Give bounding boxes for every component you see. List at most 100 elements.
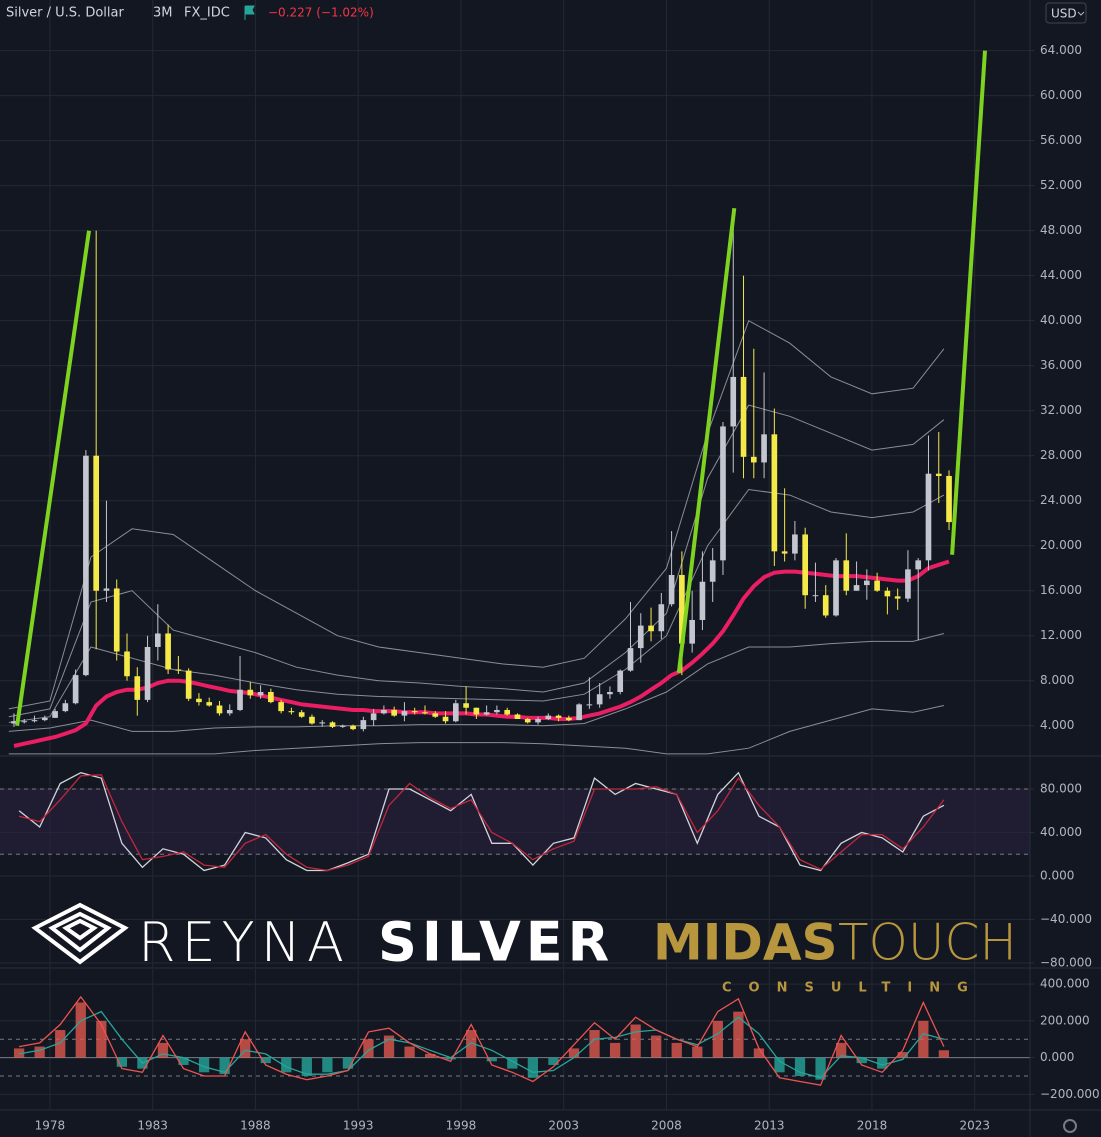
histogram-bar [13,1048,25,1058]
y-tick-label: 64.000 [1040,43,1082,57]
candle-body [504,709,511,715]
candle-body [915,560,922,570]
histogram-bar [836,1042,847,1058]
candle-body [124,651,130,677]
candle-body [709,560,716,582]
y-tick-label: −200.000 [1040,1087,1100,1101]
histogram-bar [651,1035,662,1058]
x-tick-label: 2018 [857,1119,888,1133]
y-tick-label: 20.000 [1040,538,1082,552]
histogram-bar [548,1057,559,1065]
x-grid [49,0,976,1110]
x-tick-label: 2013 [754,1119,785,1133]
logo-touch: TOUCH [838,914,1017,972]
candle-body [740,376,747,457]
candle-body [514,714,521,719]
histogram-bar [75,1002,86,1058]
histogram-bar [877,1057,888,1069]
candle-body [699,581,706,620]
candle-body [432,713,439,717]
histogram-bar [322,1057,333,1073]
candle-body [668,574,675,605]
logo-silver: SILVER [378,911,614,974]
candle-body [822,595,829,616]
histogram-bar [260,1057,271,1064]
level-band [0,788,1030,855]
reyna-emblem [31,902,129,965]
histogram-bar [753,1048,765,1058]
moving-average [13,559,950,748]
candle-body [21,721,28,723]
candle-body [946,475,952,523]
candle-body [730,376,737,427]
band-line [8,705,945,755]
candle-body [113,588,120,652]
band-line [8,319,945,710]
histogram-bar [240,1039,251,1058]
candle-body [596,694,603,705]
candle-body [216,705,223,714]
candle-body [278,702,284,712]
candle-body [155,633,161,647]
histogram-bar [671,1042,682,1058]
logo-tagline: CONSULTING [722,981,985,996]
candle-body [771,434,778,552]
histogram-bar [55,1030,66,1058]
oscillator-line [18,771,945,872]
histogram-bar [34,1046,45,1058]
histogram-bar [445,1057,456,1060]
candle-body [761,434,767,463]
candle-body [411,711,418,713]
settings-icon[interactable] [1063,1119,1077,1133]
candle-body [339,725,346,727]
y-tick-label: 80.000 [1040,781,1082,795]
y-tick-label: 16.000 [1040,583,1082,597]
candle-body [52,711,58,718]
candle-body [72,675,79,704]
band-line [8,633,945,732]
candle-body [884,590,891,597]
candle-body [720,426,726,561]
y-tick-label: 44.000 [1040,268,1082,282]
histogram-bar [198,1057,210,1073]
panel-2 [0,995,1030,1086]
indicator-line [18,1010,945,1079]
x-tick-label: 1978 [35,1119,66,1133]
currency-label[interactable]: USD [1051,7,1077,21]
candle-body [494,709,500,713]
x-tick-label: 1993 [343,1119,374,1133]
histogram-bar [466,1030,477,1058]
candle-body [555,715,562,718]
candle-body [41,717,48,721]
histogram-bar [897,1052,908,1058]
candle-body [463,703,469,708]
panel-0 [8,50,987,755]
indicator-line [18,995,945,1086]
histogram-bar [486,1057,497,1062]
histogram-bar [589,1030,600,1058]
histogram-bar [733,1011,744,1058]
candle-body [288,711,295,713]
candle-body [802,534,809,596]
histogram-bar [918,1020,929,1058]
currency-button[interactable] [1045,2,1087,24]
y-tick-label: −40.000 [1040,912,1092,926]
histogram-bar [178,1057,189,1065]
candle-body [360,720,367,730]
dropdown-caret[interactable] [1077,11,1085,16]
candle-body [11,721,17,724]
histogram-bar [219,1057,230,1075]
x-tick-label: 2003 [548,1119,579,1133]
status-flag [244,5,255,20]
candle-body [473,707,480,715]
y-tick-label: 400.000 [1040,977,1090,991]
histogram-bar [815,1057,826,1080]
candle-body [31,720,38,722]
y-tick-label: 36.000 [1040,358,1082,372]
candle-body [833,560,839,616]
candle-body [874,580,880,591]
oscillator-line [18,774,945,872]
